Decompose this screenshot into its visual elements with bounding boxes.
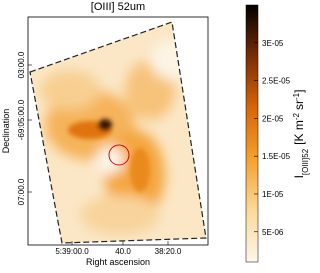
x-tick-label: 40.0 xyxy=(115,247,131,256)
y-axis-label: Declination xyxy=(1,109,11,154)
aperture xyxy=(108,144,130,166)
colorbar-label-part: [OIII]52 xyxy=(301,148,310,175)
colorbar-tick-label: 2.5E-05 xyxy=(262,77,291,86)
colorbar-tick-label: 1E-05 xyxy=(262,190,284,199)
colorbar xyxy=(245,4,259,263)
x-tick-label: 5:39:00.0 xyxy=(55,247,89,256)
plot-frame xyxy=(27,16,209,246)
colorbar-label-part: I xyxy=(292,175,306,178)
coverage-edge xyxy=(29,21,207,244)
colorbar-label-part: sr xyxy=(292,100,306,110)
colorbar-tick-label: 1.5E-05 xyxy=(262,152,291,161)
map-image xyxy=(30,22,206,243)
y-tick-label: -69:05:00.0 xyxy=(17,99,26,140)
colorbar-label: I[OIII]52 [K m-2 sr-1] xyxy=(292,90,310,179)
colorbar-label-part: -2 xyxy=(292,113,301,121)
x-axis-label: Right ascension xyxy=(86,257,150,267)
chart: [OIII] 52um Right ascension Declination … xyxy=(1,1,310,267)
chart-title: [OIII] 52um xyxy=(91,1,145,13)
colorbar-tick-label: 2E-05 xyxy=(262,114,284,123)
colorbar-label-part: ] xyxy=(292,90,306,93)
colorbar-label-part: -1 xyxy=(292,92,301,100)
colorbar-tick-label: 5E-06 xyxy=(262,228,284,237)
colorbar-label-part: [K m xyxy=(292,120,306,145)
x-tick-label: 38:20.0 xyxy=(155,247,182,256)
colorbar-tick-label: 3E-05 xyxy=(262,39,284,48)
y-tick-label: 03:00.0 xyxy=(17,51,26,78)
y-tick-label: 07:00.0 xyxy=(17,178,26,205)
